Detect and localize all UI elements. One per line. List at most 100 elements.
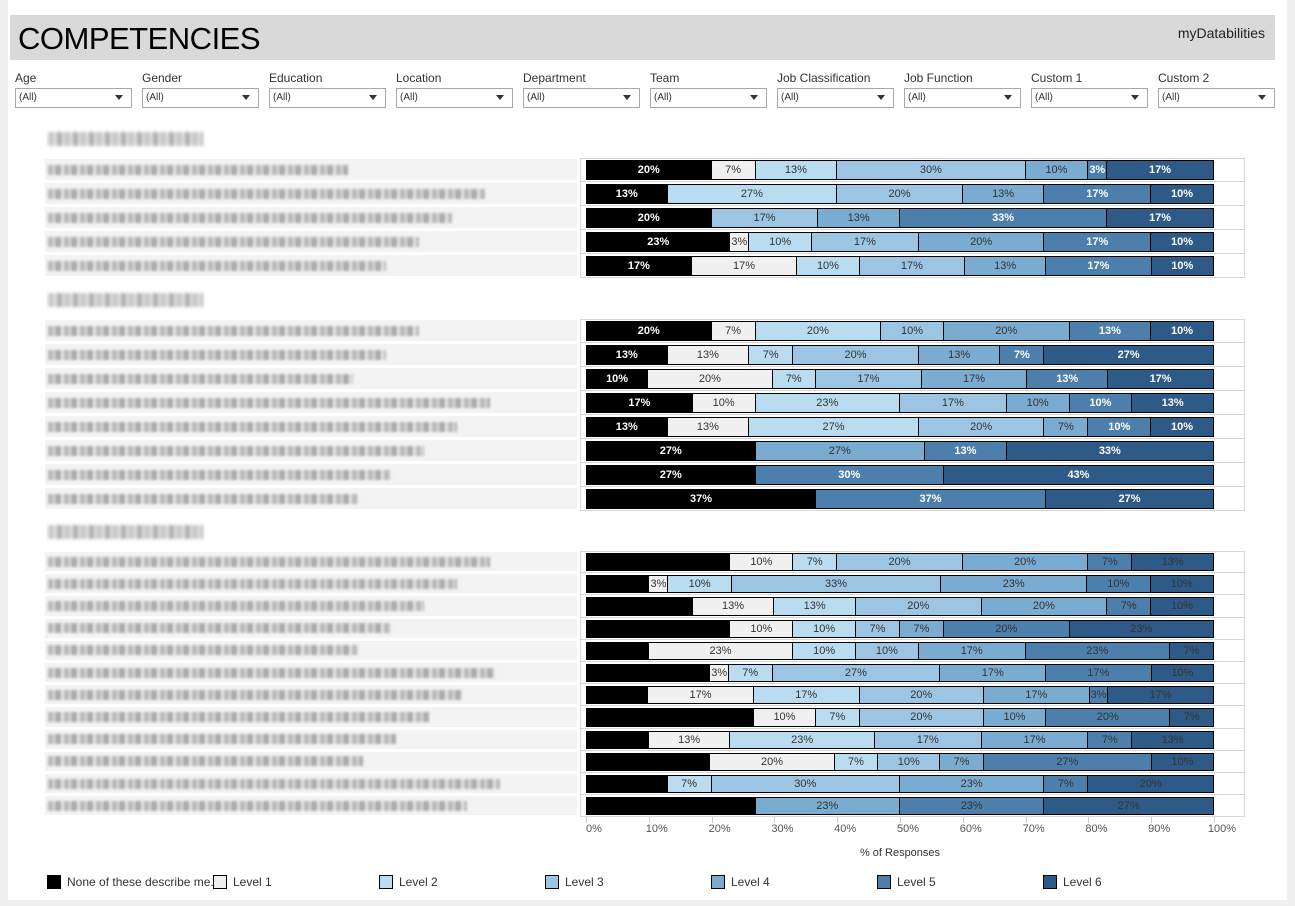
bar-segment-level-1: 7% bbox=[711, 160, 756, 180]
bar-segment-level-4: 10% bbox=[983, 708, 1047, 727]
filter-job-classification: Job Classification (All) bbox=[777, 71, 894, 108]
stacked-bar: 20% 7% 10% 7% 27% 10% bbox=[586, 752, 1214, 771]
bar-segment-level-4: 13% bbox=[918, 345, 1001, 365]
row-label-blurred bbox=[45, 663, 577, 683]
filter-dropdown[interactable]: (All) bbox=[777, 88, 894, 108]
bar-segment-level-5: 17% bbox=[1046, 664, 1152, 683]
filter-dropdown[interactable]: (All) bbox=[904, 88, 1021, 108]
bar-segment-level-4: 20% bbox=[943, 321, 1070, 341]
bar-segment-level-6: 13% bbox=[1132, 393, 1214, 413]
bar-segment-level-5: 30% bbox=[755, 465, 944, 485]
axis-tick-mark bbox=[586, 817, 587, 823]
row-divider bbox=[580, 794, 1245, 796]
chevron-down-icon[interactable] bbox=[1131, 95, 1139, 100]
chevron-down-icon[interactable] bbox=[496, 95, 504, 100]
filter-value: (All) bbox=[781, 92, 799, 103]
filter-dropdown[interactable]: (All) bbox=[15, 88, 132, 108]
stacked-bar: 13% 13% 27% 20% 7% 10% 10% bbox=[586, 417, 1214, 437]
bar-segment-level-2: 7% bbox=[834, 752, 879, 771]
bar-segment-level-5: 10% bbox=[1069, 393, 1133, 413]
row-label-blurred bbox=[45, 618, 577, 638]
legend-item: Level 3 bbox=[545, 875, 604, 889]
legend-label: Level 6 bbox=[1063, 875, 1102, 889]
competency-row: 20% 17% 13% 33% 17% bbox=[45, 206, 1245, 230]
section-frame bbox=[580, 158, 1245, 278]
stacked-bar: 10% 10% 7% 7% 20% 23% bbox=[586, 619, 1214, 638]
bar-segment-level-5: 17% bbox=[1044, 184, 1152, 204]
filter-label: Job Classification bbox=[777, 71, 871, 85]
row-label-blurred bbox=[45, 392, 577, 413]
competency-row: 13% 13% 7% 20% 13% 7% 27% bbox=[45, 343, 1245, 367]
bar-segment-level-4: 13% bbox=[818, 208, 900, 228]
stacked-bar: 13% 23% 17% 17% 7% 13% bbox=[586, 730, 1214, 749]
axis-tick-mark bbox=[774, 817, 776, 823]
bar-segment-level-2: 17% bbox=[753, 686, 860, 705]
stacked-bar: 27% 27% 13% 33% bbox=[586, 441, 1214, 461]
row-divider bbox=[580, 277, 1245, 278]
bar-segment-level-5: 13% bbox=[1027, 369, 1109, 389]
axis-tick-label: 100% bbox=[1207, 823, 1237, 835]
chevron-down-icon[interactable] bbox=[750, 95, 758, 100]
bar-segment-level-2: 20% bbox=[755, 321, 882, 341]
filter-gender: Gender (All) bbox=[142, 71, 259, 108]
bar-segment-level-3: 10% bbox=[878, 752, 941, 771]
filter-dropdown[interactable]: (All) bbox=[523, 88, 640, 108]
bar-segment-level-5: 3% bbox=[1088, 160, 1108, 180]
bar-segment-none bbox=[586, 597, 693, 616]
chevron-down-icon[interactable] bbox=[877, 95, 885, 100]
axis-tick-label: 90% bbox=[1148, 823, 1171, 835]
filter-dropdown[interactable]: (All) bbox=[396, 88, 513, 108]
bar-segment-level-3: 30% bbox=[711, 775, 900, 794]
axis-tick-mark bbox=[1025, 817, 1027, 823]
filter-dropdown[interactable]: (All) bbox=[1031, 88, 1148, 108]
filter-label: Custom 1 bbox=[1031, 71, 1083, 85]
filter-value: (All) bbox=[19, 92, 37, 103]
row-divider bbox=[580, 366, 1245, 367]
bar-segment-none bbox=[586, 752, 711, 771]
legend-item: Level 1 bbox=[213, 875, 272, 889]
stacked-bar: 37% 37% 27% bbox=[586, 489, 1214, 509]
chevron-down-icon[interactable] bbox=[242, 95, 250, 100]
chevron-down-icon[interactable] bbox=[115, 95, 123, 100]
row-divider bbox=[580, 572, 1245, 574]
section-frame bbox=[580, 551, 1245, 818]
bar-segment-level-5: 17% bbox=[1046, 256, 1152, 276]
filter-department: Department (All) bbox=[523, 71, 640, 108]
bar-segment-level-4: 23% bbox=[941, 575, 1088, 594]
row-label-blurred bbox=[45, 440, 577, 461]
bar-segment-level-5: 37% bbox=[816, 489, 1047, 509]
row-divider bbox=[580, 660, 1245, 662]
chevron-down-icon[interactable] bbox=[1004, 95, 1012, 100]
row-divider bbox=[580, 462, 1245, 463]
stacked-bar: 13% 13% 20% 20% 7% 10% bbox=[586, 597, 1214, 616]
chevron-down-icon[interactable] bbox=[623, 95, 631, 100]
competency-row: 20% 7% 10% 7% 27% 10% bbox=[45, 751, 1245, 773]
competency-row: 10% 7% 20% 20% 7% 13% bbox=[45, 551, 1245, 574]
bar-segment-level-2: 10% bbox=[793, 641, 857, 660]
axis-tick-label: 10% bbox=[645, 823, 668, 835]
filter-label: Job Function bbox=[904, 71, 973, 85]
chevron-down-icon[interactable] bbox=[1258, 95, 1266, 100]
filter-value: (All) bbox=[527, 92, 545, 103]
bar-segment-level-1: 3% bbox=[710, 664, 729, 683]
filter-dropdown[interactable]: (All) bbox=[269, 88, 386, 108]
bar-segment-none bbox=[586, 797, 756, 816]
bar-segment-level-2: 7% bbox=[749, 345, 794, 365]
filter-dropdown[interactable]: (All) bbox=[142, 88, 259, 108]
filter-dropdown[interactable]: (All) bbox=[1158, 88, 1275, 108]
bar-segment-level-1: 20% bbox=[710, 752, 835, 771]
bar-segment-level-1: 3% bbox=[649, 575, 669, 594]
bar-segment-level-6: 7% bbox=[1170, 708, 1214, 727]
chevron-down-icon[interactable] bbox=[369, 95, 377, 100]
bar-segment-level-2: 7% bbox=[667, 775, 712, 794]
axis-tick-label: 30% bbox=[771, 823, 794, 835]
filter-dropdown[interactable]: (All) bbox=[650, 88, 767, 108]
row-divider bbox=[580, 510, 1245, 511]
bar-segment-level-6: 20% bbox=[1088, 775, 1214, 794]
row-label-blurred bbox=[45, 751, 577, 771]
stacked-bar: 13% 27% 20% 13% 17% 10% bbox=[586, 184, 1214, 204]
bar-segment-level-2: 27% bbox=[667, 184, 838, 204]
bar-segment-none bbox=[586, 664, 711, 683]
stacked-bar: 23% 10% 10% 17% 23% 7% bbox=[586, 641, 1214, 660]
page-title: COMPETENCIES bbox=[18, 21, 261, 56]
